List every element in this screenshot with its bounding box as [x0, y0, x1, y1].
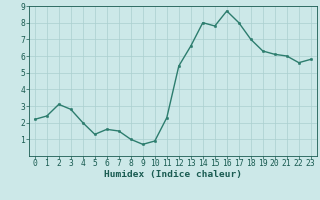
X-axis label: Humidex (Indice chaleur): Humidex (Indice chaleur) — [104, 170, 242, 179]
